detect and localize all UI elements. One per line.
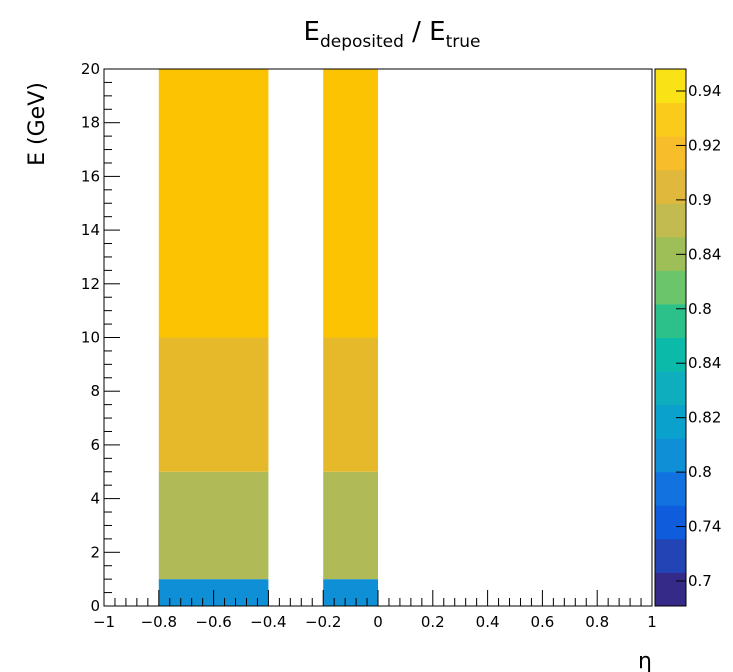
colorbar-segment-9 bbox=[655, 270, 686, 305]
colorbar-segment-0 bbox=[655, 572, 686, 607]
heatmap-cell-1 bbox=[158, 471, 269, 580]
colorbar-segment-13 bbox=[655, 136, 686, 171]
heatmap-cell-4 bbox=[323, 579, 378, 606]
x-axis-label: η bbox=[638, 649, 652, 672]
y-tick-label: 10 bbox=[81, 329, 100, 347]
y-axis: 0 2 4 6 8 10 12 14 16 18 20 bbox=[81, 60, 120, 615]
y-tick-label: 14 bbox=[81, 221, 100, 239]
y-tick-label: 4 bbox=[90, 490, 100, 508]
colorbar-segment-7 bbox=[655, 337, 686, 372]
y-tick-label: 2 bbox=[90, 543, 100, 561]
title-sub-true: true bbox=[446, 32, 481, 52]
title-divider-e: / E bbox=[404, 17, 446, 47]
y-tick-label: 20 bbox=[81, 60, 100, 78]
colorbar-segment-4 bbox=[655, 438, 686, 473]
colorbar-segment-11 bbox=[655, 203, 686, 238]
heatmap-cell-6 bbox=[323, 337, 378, 472]
x-tick-label: 0 bbox=[373, 613, 383, 631]
x-tick-label: −0.4 bbox=[250, 613, 286, 631]
colorbar-tick-label: 0.84 bbox=[688, 245, 721, 263]
heatmap-cell-7 bbox=[323, 69, 378, 338]
x-tick-label: 0.8 bbox=[585, 613, 609, 631]
x-tick-label: 1 bbox=[647, 613, 657, 631]
colorbar-tick-label: 0.8 bbox=[688, 300, 712, 318]
y-tick-label: 18 bbox=[81, 114, 100, 132]
chart-title: Edeposited / Etrue bbox=[304, 17, 481, 52]
x-axis: −1 −0.8 −0.6 −0.4 −0.2 0 0.2 0.4 0.6 0.8 1 bbox=[93, 590, 657, 631]
x-tick-label: −1 bbox=[93, 613, 115, 631]
colorbar-segment-12 bbox=[655, 169, 686, 204]
colorbar-tick-label: 0.74 bbox=[688, 518, 721, 536]
x-tick-label: −0.2 bbox=[305, 613, 341, 631]
title-sub-deposited: deposited bbox=[320, 32, 404, 52]
heatmap-cells bbox=[158, 69, 378, 606]
title-e-deposited: E bbox=[304, 17, 320, 47]
x-tick-label: 0.2 bbox=[421, 613, 445, 631]
heatmap-cell-5 bbox=[323, 471, 378, 580]
colorbar-segment-1 bbox=[655, 538, 686, 573]
colorbar-tick-label: 0.92 bbox=[688, 136, 721, 154]
x-tick-label: −0.8 bbox=[141, 613, 177, 631]
colorbar-tick-label: 0.9 bbox=[688, 191, 712, 209]
colorbar-tick-label: 0.82 bbox=[688, 409, 721, 427]
colorbar-tick-label: 0.8 bbox=[688, 463, 712, 481]
colorbar-tick-label: 0.7 bbox=[688, 572, 712, 590]
x-tick-label: 0.4 bbox=[476, 613, 500, 631]
colorbar-tick-label: 0.84 bbox=[688, 354, 721, 372]
y-tick-label: 0 bbox=[90, 597, 100, 615]
colorbar-segment-15 bbox=[655, 69, 686, 104]
y-tick-label: 8 bbox=[90, 382, 100, 400]
y-tick-label: 6 bbox=[90, 436, 100, 454]
colorbar-segment-5 bbox=[655, 404, 686, 439]
colorbar-segment-3 bbox=[655, 471, 686, 506]
colorbar-segment-6 bbox=[655, 371, 686, 406]
colorbar-tick-label: 0.94 bbox=[688, 82, 721, 100]
color-scale-bar: 0.7 0.74 0.8 0.82 0.84 0.8 0.84 0.9 0.92 0.94 bbox=[654, 68, 721, 607]
colorbar-segment-2 bbox=[655, 505, 686, 540]
colorbar-frame bbox=[654, 68, 687, 607]
y-tick-label: 16 bbox=[81, 167, 100, 185]
y-axis-label: E (GeV) bbox=[25, 82, 50, 166]
y-tick-label: 12 bbox=[81, 275, 100, 293]
x-tick-label: −0.6 bbox=[195, 613, 231, 631]
x-tick-label: 0.6 bbox=[530, 613, 554, 631]
colorbar-segment-8 bbox=[655, 303, 686, 338]
colorbar-segment-14 bbox=[655, 102, 686, 137]
heatmap-cell-2 bbox=[158, 337, 269, 472]
heatmap-cell-3 bbox=[158, 69, 269, 338]
